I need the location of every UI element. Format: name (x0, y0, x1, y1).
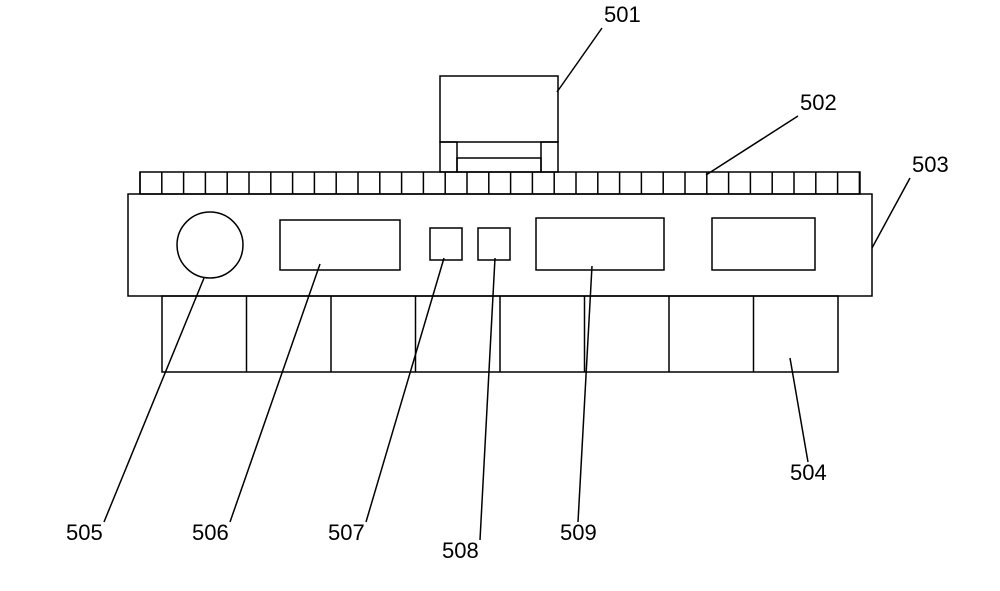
component-506-rect (280, 220, 400, 270)
label-507: 507 (328, 520, 365, 545)
component-503-body (128, 194, 872, 296)
label-506: 506 (192, 520, 229, 545)
patent-diagram: 501 502 503 504 505 506 507 508 509 (0, 0, 1000, 591)
label-503: 503 (912, 152, 949, 177)
label-505: 505 (66, 520, 103, 545)
component-rect3 (712, 218, 815, 270)
label-501: 501 (604, 2, 641, 27)
component-509-rect (536, 218, 664, 270)
component-502-tickrow (140, 172, 860, 194)
label-504: 504 (790, 460, 827, 485)
label-509: 509 (560, 520, 597, 545)
component-505-circle (177, 212, 243, 278)
component-507-square (430, 228, 462, 260)
label-502: 502 (800, 90, 837, 115)
label-508: 508 (442, 538, 479, 563)
component-508-square (478, 228, 510, 260)
component-501-top (440, 76, 558, 142)
